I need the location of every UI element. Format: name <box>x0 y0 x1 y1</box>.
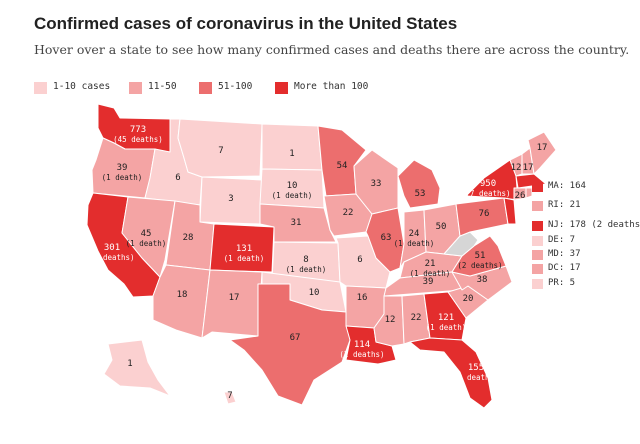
state-label-ks: 8 <box>303 255 308 265</box>
state-label-ms: 12 <box>385 315 396 325</box>
state-label-mo: 6 <box>357 255 362 265</box>
callout-swatch-2[interactable] <box>532 221 543 231</box>
state-label-co: 131 <box>236 244 252 254</box>
state-label-ny: 950 <box>480 179 496 189</box>
state-label-ar: 16 <box>357 293 368 303</box>
state-va[interactable] <box>451 235 507 277</box>
map-title: Confirmed cases of coronavirus in the Un… <box>34 14 458 33</box>
state-sublabel-sd: (1 death) <box>272 191 313 200</box>
state-label-al: 22 <box>411 313 422 323</box>
state-label-ut: 28 <box>183 233 194 243</box>
state-nj[interactable] <box>503 197 517 225</box>
legend-swatch-1-10 <box>34 82 47 94</box>
state-nd[interactable] <box>261 123 323 171</box>
state-sublabel-la: (2 deaths) <box>339 350 384 359</box>
callout-label-2: NJ: 178 (2 deaths) <box>548 220 640 230</box>
state-sublabel-ny: (7 deaths) <box>465 189 510 198</box>
state-sublabel-or: (1 death) <box>102 173 143 182</box>
state-label-me: 17 <box>537 143 548 153</box>
state-mi[interactable] <box>397 159 441 209</box>
callout-label-3: DE: 7 <box>548 235 576 245</box>
state-label-az: 18 <box>177 290 188 300</box>
state-label-nc: 38 <box>477 275 488 285</box>
legend-swatch-11-50 <box>129 82 142 94</box>
state-me[interactable] <box>527 131 557 175</box>
state-label-nm: 17 <box>229 293 240 303</box>
callout-swatch-1[interactable] <box>532 201 543 211</box>
state-label-nd: 1 <box>289 149 294 159</box>
state-nm[interactable] <box>201 269 263 339</box>
state-sublabel-in: (1 death) <box>394 239 435 248</box>
state-label-il: 63 <box>381 233 392 243</box>
state-sublabel-co: (1 death) <box>224 254 265 263</box>
state-label-ok: 10 <box>309 288 320 298</box>
callout-label-4: MD: 37 <box>548 249 581 259</box>
state-label-mn: 54 <box>337 161 348 171</box>
state-label-ca: 301 <box>104 243 120 253</box>
state-label-hi: 7 <box>227 391 232 401</box>
state-sublabel-ga: (1 death) <box>426 323 467 332</box>
state-label-sc: 20 <box>463 294 474 304</box>
callout-swatch-5[interactable] <box>532 264 543 274</box>
map-subtitle: Hover over a state to see how many confi… <box>34 42 630 57</box>
state-label-wa: 773 <box>130 125 146 135</box>
state-label-ga: 121 <box>438 313 454 323</box>
state-label-ne: 31 <box>291 218 302 228</box>
state-label-la: 114 <box>354 340 370 350</box>
callout-label-0: MA: 164 <box>548 181 586 191</box>
state-label-ia: 22 <box>343 208 354 218</box>
state-label-ct: 26 <box>515 191 526 201</box>
legend-swatch-51-100 <box>199 82 212 94</box>
callout-swatch-0[interactable] <box>532 182 543 192</box>
state-sublabel-va: (2 deaths) <box>457 261 502 270</box>
state-sublabel-ky: (1 death) <box>410 269 451 278</box>
state-ak[interactable] <box>103 339 171 397</box>
state-tx[interactable] <box>229 283 351 406</box>
state-label-mt: 7 <box>218 146 223 156</box>
state-sublabel-nv: (1 death) <box>126 239 167 248</box>
state-sublabel-wa: (45 deaths) <box>113 135 163 144</box>
state-fl[interactable] <box>409 337 493 409</box>
state-label-id: 6 <box>175 173 180 183</box>
legend-swatch-more-than-100 <box>275 82 288 94</box>
state-label-tn: 39 <box>423 277 434 287</box>
state-label-oh: 50 <box>436 222 447 232</box>
state-sublabel-ks: (1 death) <box>286 265 327 274</box>
state-ga[interactable] <box>423 291 467 341</box>
state-label-mi: 53 <box>415 189 426 199</box>
state-label-nh: 17 <box>523 163 534 173</box>
state-label-pa: 76 <box>479 209 490 219</box>
state-label-fl: 155 <box>468 363 484 373</box>
state-label-sd: 10 <box>287 181 298 191</box>
callout-label-1: RI: 21 <box>548 200 581 210</box>
state-label-va: 51 <box>475 251 486 261</box>
state-label-tx: 67 <box>290 333 301 343</box>
state-label-ky: 21 <box>425 259 436 269</box>
callout-swatch-6[interactable] <box>532 279 543 289</box>
state-pa[interactable] <box>455 197 509 237</box>
state-az[interactable] <box>152 264 211 339</box>
callout-label-5: DC: 17 <box>548 263 581 273</box>
state-label-in: 24 <box>409 229 420 239</box>
callout-swatch-3[interactable] <box>532 236 543 246</box>
state-sublabel-ca: (6 deaths) <box>89 253 134 262</box>
callout-label-6: PR: 5 <box>548 278 576 288</box>
state-hi[interactable] <box>223 391 237 405</box>
legend-label-51-100: 51-100 <box>218 81 253 92</box>
state-label-wy: 3 <box>228 194 233 204</box>
legend-label-11-50: 11-50 <box>148 81 177 92</box>
state-label-nv: 45 <box>141 229 152 239</box>
callout-swatch-4[interactable] <box>532 250 543 260</box>
state-sublabel-fl: (3 deaths) <box>453 373 498 382</box>
state-label-vt: 12 <box>511 163 522 173</box>
state-labels: 773(45 deaths)39(1 death)301(6 deaths)64… <box>89 125 547 401</box>
legend-label-1-10: 1-10 cases <box>53 81 111 92</box>
legend-label-more-than-100: More than 100 <box>294 81 369 92</box>
state-label-ak: 1 <box>127 359 132 369</box>
state-il[interactable] <box>365 207 405 273</box>
state-label-or: 39 <box>117 163 128 173</box>
state-ri[interactable] <box>525 187 533 199</box>
state-label-wi: 33 <box>371 179 382 189</box>
